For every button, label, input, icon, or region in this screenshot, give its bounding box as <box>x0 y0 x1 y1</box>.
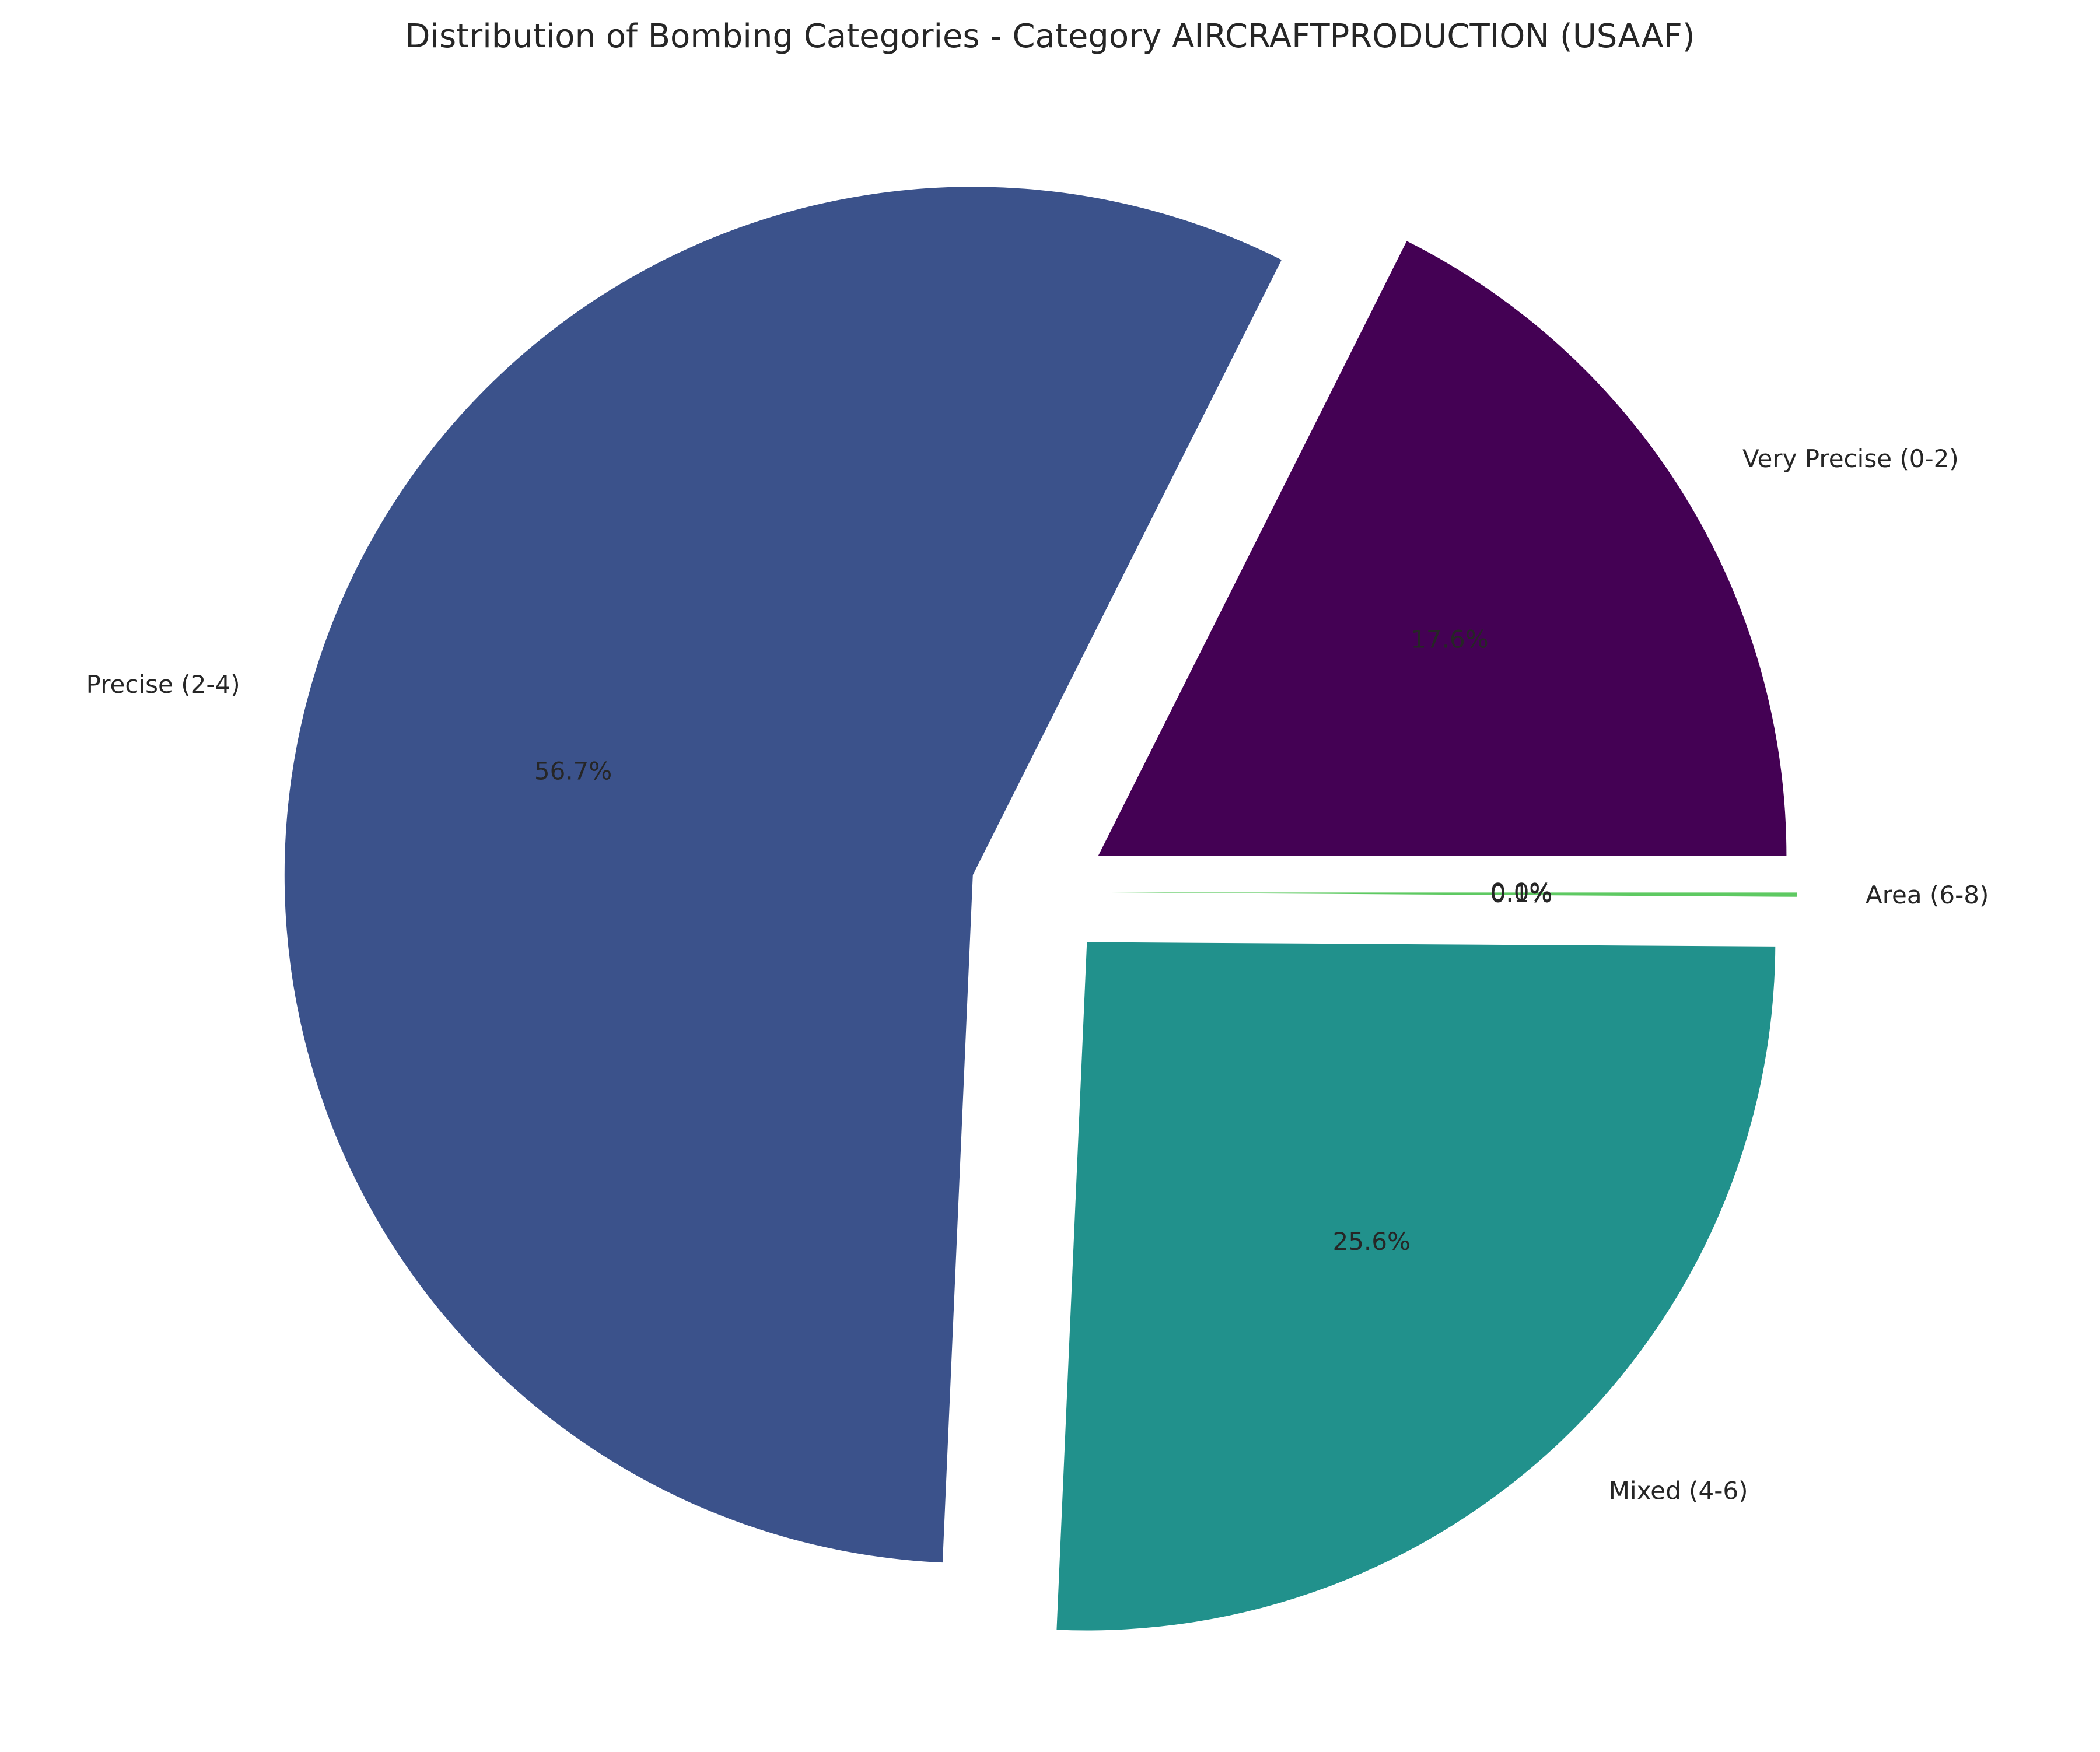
pie-pct-label-1: 56.7% <box>534 757 612 786</box>
pie-category-label-2: Mixed (4-6) <box>1609 1477 1748 1505</box>
pie-slice-1 <box>284 187 1282 1563</box>
pie-category-label-1: Precise (2-4) <box>86 670 240 699</box>
pie-category-label-3: Area (6-8) <box>1866 881 1989 909</box>
chart-title: Distribution of Bombing Categories - Cat… <box>405 17 1695 55</box>
pie-pct-label-4: 0.0% <box>1490 878 1553 907</box>
pie-slice-0 <box>1098 241 1787 857</box>
pie-pct-label-2: 25.6% <box>1332 1227 1410 1256</box>
pie-pct-label-0: 17.6% <box>1410 625 1488 654</box>
pie-slice-3 <box>1108 892 1797 897</box>
pie-pct-label-3: 0.1% <box>1490 879 1553 908</box>
pie-category-label-0: Very Precise (0-2) <box>1742 444 1959 473</box>
pie-slice-2 <box>1056 942 1776 1631</box>
